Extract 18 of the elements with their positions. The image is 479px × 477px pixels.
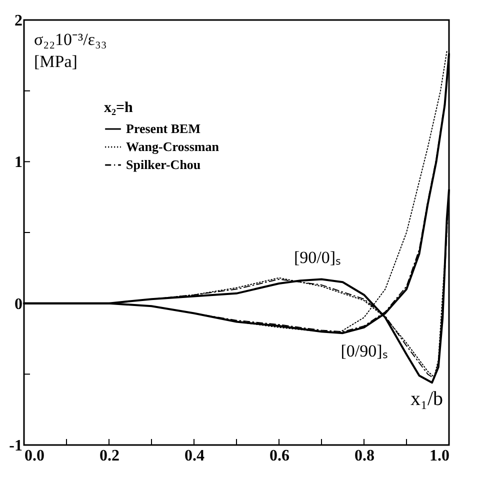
x-tick-label: 1.0 [430,448,450,464]
y-tick-label: -1 [9,438,22,454]
x-tick-label: 0.6 [270,448,290,464]
y-tick-label: 1 [14,154,22,172]
annotation: [0/90]ₛ [340,342,388,360]
x-tick-label: 0.4 [184,448,204,464]
y-tick-label: 0 [14,296,22,313]
y-axis-title: σ₂₂10⁻³/ε₃₃ [MPa] [34,30,107,71]
annotation: [90/0]ₛ [294,248,341,267]
x-tick-label: 0.8 [354,448,374,464]
legend-label: Wang-Crossman [126,139,220,154]
legend-label: Present BEM [126,121,200,136]
y-tick-label: 2 [14,12,22,30]
x-tick-label: 0.0 [24,448,44,464]
legend-label: Spilker-Chou [126,157,201,172]
x-tick-label: 0.2 [100,448,120,464]
legend-title: x₂=h [104,100,134,116]
x-axis-title: x₁/b [410,388,443,410]
